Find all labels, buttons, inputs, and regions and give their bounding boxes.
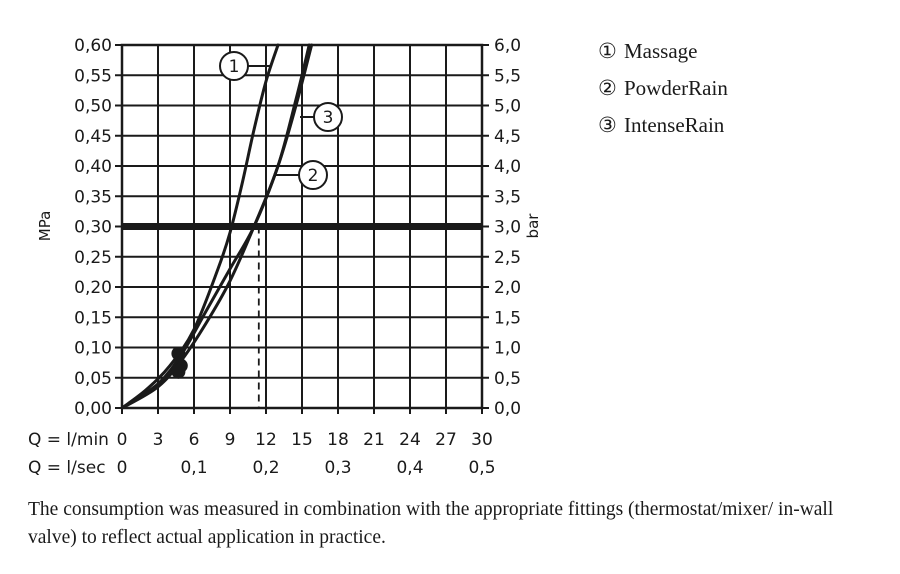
callout-number: 2 [308, 166, 319, 186]
chart-legend: ① Massage ② PowderRain ③ IntenseRain [598, 38, 728, 149]
x-secondary-tick-label: 0 [117, 458, 128, 478]
y-right-tick-label: 3,0 [494, 218, 521, 238]
y-left-tick-label: 0,50 [74, 97, 112, 117]
measurement-note: The consumption was measured in combinat… [28, 499, 834, 548]
x-tick-label: 21 [363, 430, 385, 450]
y-right-tick-label: 4,5 [494, 127, 521, 147]
y-right-tick-label: 4,0 [494, 157, 521, 177]
x-axis-label: Q = l/min [28, 430, 109, 450]
x-axis-ticks: 0 3 6 9 12 15 18 21 24 27 30 [117, 430, 493, 450]
y-left-tick-label: 0,45 [74, 127, 112, 147]
y-left-tick-label: 0,10 [74, 339, 112, 359]
x-tick-label: 9 [225, 430, 236, 450]
legend-marker: ③ [598, 113, 617, 137]
y-left-axis-label: MPa [36, 211, 54, 242]
y-right-tick-label: 6,0 [494, 36, 521, 56]
x-tick-label: 18 [327, 430, 349, 450]
callout-circle [313, 102, 343, 132]
y-left-tick-label: 0,35 [74, 187, 112, 207]
legend-item-powderrain: ② PowderRain [598, 75, 728, 112]
y-left-tick-label: 0,60 [74, 36, 112, 56]
y-right-tick-label: 2,0 [494, 278, 521, 298]
left-axis-ticks: 0,00 0,05 0,10 0,15 0,20 0,25 0,30 0,35 0,40 0,45… [74, 36, 112, 419]
y-left-tick-label: 0,15 [74, 308, 112, 328]
x-secondary-tick-label: 0,4 [396, 458, 423, 478]
y-right-tick-label: 1,5 [494, 308, 521, 328]
y-right-tick-label: 5,0 [494, 97, 521, 117]
y-left-tick-label: 0,25 [74, 248, 112, 268]
legend-label: PowderRain [624, 76, 728, 100]
legend-item-intenserain: ③ IntenseRain [598, 112, 728, 149]
y-right-tick-label: 5,5 [494, 66, 521, 86]
x-secondary-axis-ticks: 0 0,1 0,2 0,3 0,4 0,5 [117, 458, 496, 478]
legend-item-massage: ① Massage [598, 38, 728, 75]
series-callouts: 1 2 3 [219, 51, 343, 190]
x-tick-label: 12 [255, 430, 277, 450]
y-right-tick-label: 3,5 [494, 187, 521, 207]
y-left-tick-label: 0,30 [74, 218, 112, 238]
x-secondary-tick-label: 0,3 [324, 458, 351, 478]
x-secondary-axis-label: Q = l/sec [28, 458, 106, 478]
x-tick-label: 0 [117, 430, 128, 450]
y-left-tick-label: 0,05 [74, 369, 112, 389]
callout-number: 3 [323, 108, 334, 128]
right-axis-ticks: 0,0 0,5 1,0 1,5 2,0 2,5 3,0 3,5 4,0 4,5 5,0 5,5 6,0 [494, 36, 521, 419]
series-layer [120, 43, 314, 410]
x-tick-label: 27 [435, 430, 457, 450]
x-secondary-tick-label: 0,5 [468, 458, 495, 478]
x-secondary-tick-label: 0,1 [180, 458, 207, 478]
callout-circle [219, 51, 249, 81]
legend-marker: ② [598, 76, 617, 100]
y-right-tick-label: 2,5 [494, 248, 521, 268]
y-left-tick-label: 0,40 [74, 157, 112, 177]
y-right-axis-label: bar [524, 213, 542, 239]
legend-label: Massage [624, 39, 698, 63]
legend-label: IntenseRain [624, 113, 725, 137]
x-secondary-tick-label: 0,2 [252, 458, 279, 478]
y-left-tick-label: 0,00 [74, 399, 112, 419]
x-tick-label: 30 [471, 430, 493, 450]
series-line-intenserain [120, 43, 311, 410]
x-tick-label: 3 [153, 430, 164, 450]
start-point-intenserain [171, 364, 186, 379]
y-left-tick-label: 0,20 [74, 278, 112, 298]
callout-circle [298, 160, 328, 190]
x-tick-label: 15 [291, 430, 313, 450]
y-left-tick-label: 0,55 [74, 66, 112, 86]
x-tick-label: 6 [189, 430, 200, 450]
start-point-massage [171, 346, 186, 361]
series-line-massage [120, 43, 280, 410]
flow-pressure-chart: 123 0,000,050,100,150,200,250,300,350,40… [28, 36, 542, 478]
y-right-tick-label: 1,0 [494, 339, 521, 359]
y-right-tick-label: 0,0 [494, 399, 521, 419]
callout-number: 1 [229, 57, 240, 77]
legend-marker: ① [598, 39, 617, 63]
y-right-tick-label: 0,5 [494, 369, 521, 389]
x-tick-label: 24 [399, 430, 421, 450]
